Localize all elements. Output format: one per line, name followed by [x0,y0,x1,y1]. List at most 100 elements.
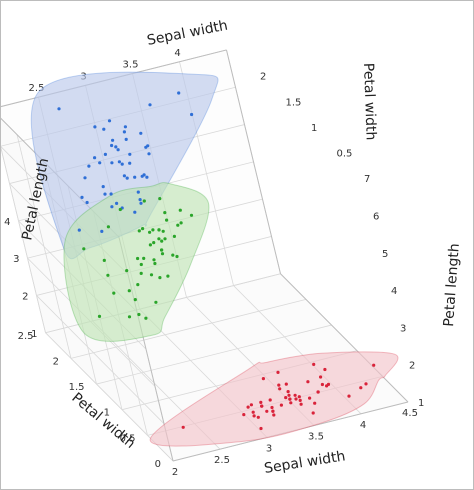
point-blue-36 [139,201,143,205]
point-red-42 [271,409,275,413]
point-blue-10 [117,160,121,164]
tick-label-left-vertical: 4 [4,217,10,228]
point-blue-14 [133,175,137,179]
point-blue-5 [116,148,120,152]
point-green-4 [137,229,141,233]
point-blue-45 [125,176,129,180]
point-blue-44 [85,200,89,205]
point-red-21 [306,380,310,384]
point-green-38 [171,253,175,257]
point-green-33 [118,207,122,212]
density-surface-red [149,351,399,447]
point-green-9 [139,262,143,267]
point-blue-15 [177,91,181,95]
point-red-18 [319,375,323,379]
point-red-28 [289,401,293,405]
point-red-8 [242,413,246,417]
point-green-20 [158,197,162,201]
point-green-49 [152,258,156,262]
point-red-41 [181,425,185,429]
point-blue-20 [93,125,97,129]
point-green-41 [161,229,165,233]
point-red-22 [311,411,315,415]
axis-label-right-vertical: Petal length [441,243,463,328]
point-red-5 [323,367,327,372]
density-surface-green [63,182,210,342]
point-red-36 [299,402,303,406]
point-red-9 [265,409,269,413]
point-blue-34 [139,131,143,135]
point-red-19 [320,382,324,387]
box-edge [280,273,409,403]
point-red-40 [294,397,298,401]
data-points [57,91,376,431]
point-green-23 [152,241,156,245]
point-green-3 [106,273,110,277]
point-red-30 [259,400,263,404]
point-blue-19 [109,192,113,196]
point-blue-28 [103,152,107,156]
point-red-43 [276,370,280,374]
point-green-31 [133,298,137,302]
point-blue-13 [128,152,132,156]
tick-label-top: 4 [174,48,180,59]
point-green-28 [148,230,152,234]
point-red-27 [297,395,301,399]
point-blue-37 [128,161,132,165]
tick-label-right-vertical: 4 [391,286,397,297]
tick-label-right-vertical: 1 [418,398,424,409]
gridline [36,295,165,424]
point-green-46 [160,252,165,256]
point-blue-0 [114,145,118,149]
point-red-20 [286,390,290,394]
point-blue-7 [148,103,152,107]
tick-label-top: 2.5 [29,83,45,94]
tick-label-bottom: 2.5 [214,455,230,466]
gridline [70,299,307,359]
tick-label-left-vertical: 2 [22,291,28,302]
point-green-7 [137,312,141,317]
density-surfaces [30,71,399,447]
point-blue-21 [110,205,114,209]
point-blue-38 [111,138,115,142]
tick-label-right-vertical: 6 [373,212,379,223]
point-blue-3 [107,119,112,123]
point-red-0 [298,398,302,402]
point-blue-8 [145,175,149,179]
tick-label-right-depth: 1 [311,123,317,134]
tick-label-left-depth: 1 [104,408,110,419]
point-blue-16 [57,107,61,111]
point-blue-4 [100,229,104,233]
tick-label-right-vertical: 5 [382,249,388,260]
point-green-47 [160,248,164,252]
point-red-32 [359,386,363,390]
point-green-12 [112,291,116,295]
point-red-47 [270,405,274,410]
point-red-38 [252,414,256,418]
point-green-44 [142,256,146,260]
point-green-6 [178,208,182,212]
point-red-37 [313,401,317,405]
point-green-30 [127,289,131,293]
point-red-49 [279,403,283,407]
point-green-48 [144,316,148,320]
point-red-4 [308,396,312,400]
point-green-5 [148,243,152,247]
point-red-6 [284,396,288,400]
point-blue-31 [133,210,137,214]
point-red-29 [268,398,272,402]
point-blue-32 [115,201,119,205]
tick-label-top: 3.5 [123,60,139,71]
point-blue-18 [124,137,128,141]
point-green-37 [102,258,106,262]
point-green-2 [163,211,167,215]
point-green-35 [189,213,194,217]
point-green-36 [165,218,169,222]
point-green-13 [151,228,155,232]
point-red-46 [325,384,329,388]
point-green-14 [166,274,170,278]
point-red-39 [288,397,292,401]
point-green-25 [163,237,167,241]
